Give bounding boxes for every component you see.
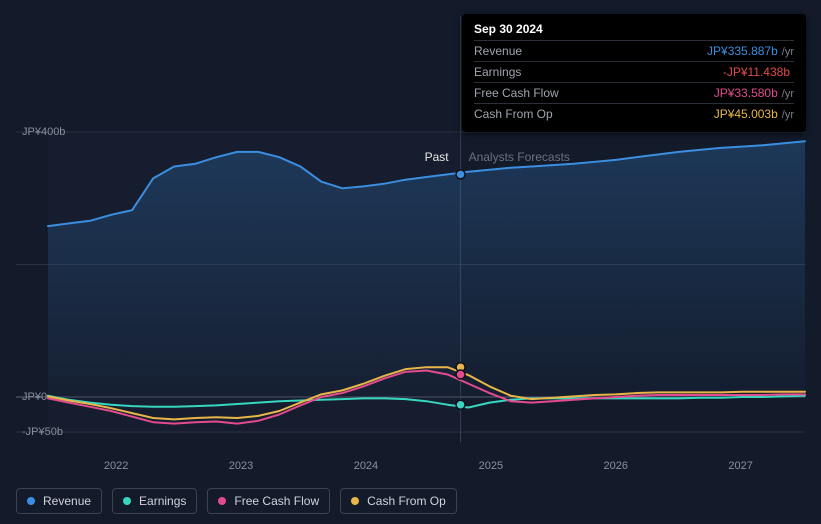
tooltip-row-value: -JP¥11.438b	[723, 65, 790, 79]
tooltip-row-suffix: /yr	[782, 88, 794, 100]
legend-item-free-cash-flow[interactable]: Free Cash Flow	[207, 488, 330, 514]
legend-item-label: Cash From Op	[367, 494, 446, 508]
tooltip-row-label: Earnings	[474, 65, 584, 79]
tooltip-row-suffix: /yr	[782, 46, 794, 58]
x-axis-label: 2024	[354, 460, 378, 472]
tooltip-row-suffix: /yr	[782, 109, 794, 121]
tooltip-row: Revenue JP¥335.887b/yr	[474, 40, 794, 61]
tooltip-row: Earnings -JP¥11.438b	[474, 61, 794, 82]
y-axis-label: JP¥0	[22, 391, 47, 403]
tooltip-row-label: Revenue	[474, 44, 584, 58]
legend-item-earnings[interactable]: Earnings	[112, 488, 197, 514]
x-axis-label: 2026	[604, 460, 628, 472]
tooltip-row-value: JP¥33.580b	[714, 86, 778, 100]
tooltip-row: Cash From Op JP¥45.003b/yr	[474, 103, 794, 124]
y-axis-label: -JP¥50b	[22, 426, 63, 438]
legend-item-label: Revenue	[43, 494, 91, 508]
legend-item-label: Free Cash Flow	[234, 494, 319, 508]
hover-tooltip: Sep 30 2024 Revenue JP¥335.887b/yr Earning…	[462, 14, 806, 132]
x-axis-label: 2023	[229, 460, 253, 472]
legend-dot	[351, 497, 359, 505]
tooltip-row-label: Free Cash Flow	[474, 86, 584, 100]
y-axis-label: JP¥400b	[22, 126, 65, 138]
legend-dot	[123, 497, 131, 505]
tooltip-row-label: Cash From Op	[474, 107, 584, 121]
legend-item-revenue[interactable]: Revenue	[16, 488, 102, 514]
forecast-label: Analysts Forecasts	[469, 150, 570, 164]
tooltip-date: Sep 30 2024	[474, 22, 794, 40]
legend: Revenue Earnings Free Cash Flow Cash From O…	[16, 488, 457, 514]
x-axis-label: 2022	[104, 460, 128, 472]
legend-dot	[218, 497, 226, 505]
legend-item-label: Earnings	[139, 494, 186, 508]
tooltip-row: Free Cash Flow JP¥33.580b/yr	[474, 82, 794, 103]
tooltip-row-value: JP¥335.887b	[707, 44, 778, 58]
legend-dot	[27, 497, 35, 505]
legend-item-cash-from-op[interactable]: Cash From Op	[340, 488, 457, 514]
tooltip-row-value: JP¥45.003b	[714, 107, 778, 121]
x-axis-label: 2027	[728, 460, 752, 472]
x-axis-label: 2025	[479, 460, 503, 472]
